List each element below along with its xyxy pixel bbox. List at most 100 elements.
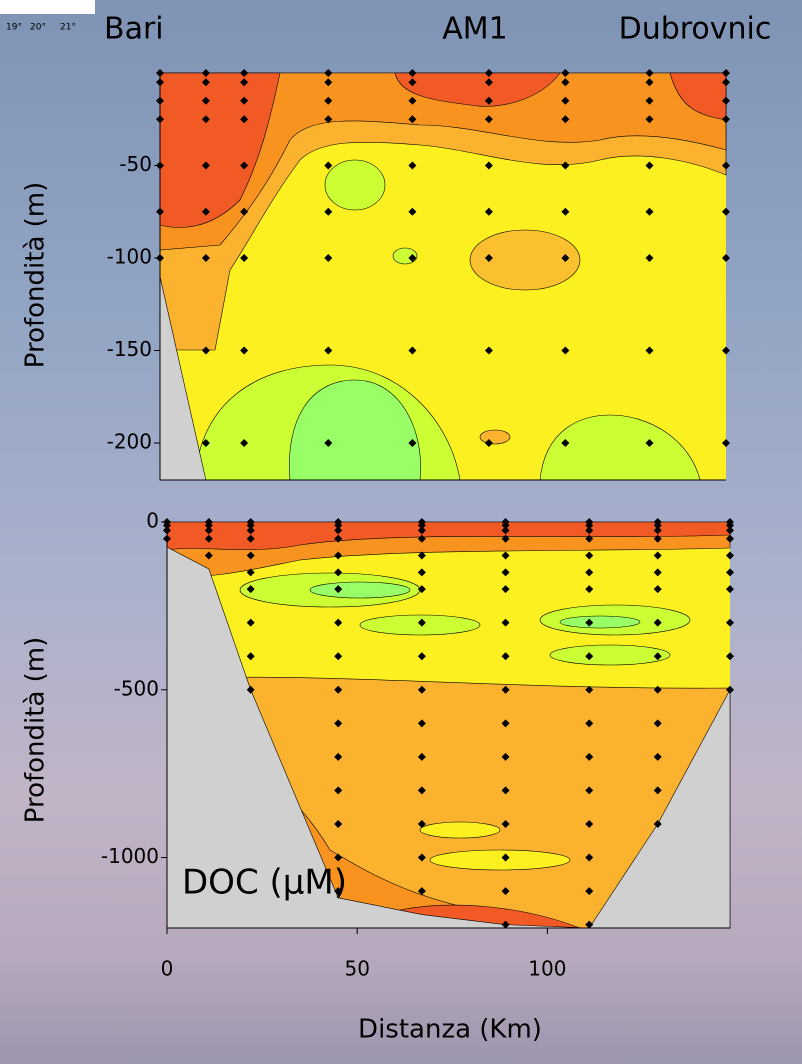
sample-point — [585, 526, 594, 535]
sample-point — [501, 786, 510, 795]
sample-point — [204, 526, 213, 535]
sample-point — [501, 585, 510, 594]
sample-point — [561, 439, 570, 447]
sample-point — [653, 534, 662, 543]
sample-point — [484, 96, 493, 105]
sample-point — [501, 618, 510, 627]
sample-point — [561, 254, 570, 262]
sample-point — [653, 551, 662, 560]
sample-point — [726, 685, 734, 694]
sample-point — [324, 254, 333, 262]
sample-point — [334, 819, 343, 828]
sample-point — [585, 534, 594, 543]
sample-point — [417, 585, 426, 594]
sample-point — [645, 69, 654, 77]
sample-point — [726, 652, 734, 661]
y-tick-label: 0 — [146, 509, 159, 533]
sample-point — [417, 719, 426, 728]
sample-point — [645, 254, 654, 262]
sample-point — [408, 96, 417, 105]
sample-point — [726, 526, 734, 535]
sample-point — [585, 685, 594, 694]
contour-fill — [469, 229, 581, 291]
sample-point — [204, 551, 213, 560]
sample-point — [417, 521, 426, 530]
contour-fill — [479, 429, 511, 445]
header-left: Bari — [104, 12, 164, 47]
contour-fill — [324, 159, 386, 211]
sample-point — [645, 346, 654, 355]
sample-point — [501, 534, 510, 543]
sample-point — [334, 526, 343, 535]
sample-point — [201, 115, 210, 124]
sample-point — [722, 207, 730, 216]
sample-point — [501, 526, 510, 535]
sample-point — [645, 115, 654, 124]
sample-point — [645, 207, 654, 216]
sample-point — [726, 551, 734, 560]
sample-point — [334, 568, 343, 577]
sample-point — [417, 526, 426, 535]
sample-point — [722, 69, 730, 77]
sample-point — [240, 254, 249, 262]
sample-point — [201, 78, 210, 87]
contour-fill — [559, 615, 641, 629]
sample-point — [561, 207, 570, 216]
x-tick-label: 50 — [344, 957, 369, 981]
sample-point — [501, 551, 510, 560]
sample-point — [408, 439, 417, 447]
sample-point — [726, 568, 734, 577]
sample-point — [240, 78, 249, 87]
sample-point — [653, 521, 662, 530]
sample-point — [408, 346, 417, 355]
contour-fill — [359, 614, 481, 636]
y-axis-label: Profondità (m) — [21, 637, 51, 824]
header-right: Dubrovnic — [619, 12, 772, 47]
sample-point — [417, 819, 426, 828]
sample-point — [324, 161, 333, 170]
contour-fill — [289, 379, 421, 481]
sample-point — [240, 69, 249, 77]
sample-point — [201, 96, 210, 105]
sample-point — [653, 618, 662, 627]
sample-point — [240, 115, 249, 124]
sample-point — [324, 96, 333, 105]
sample-point — [334, 685, 343, 694]
sample-point — [240, 207, 249, 216]
sample-point — [585, 568, 594, 577]
sample-point — [324, 78, 333, 87]
sample-point — [726, 521, 734, 530]
sample-point — [417, 568, 426, 577]
sample-point — [645, 78, 654, 87]
sample-point — [408, 78, 417, 87]
y-tick-label: -100 — [107, 245, 152, 269]
sample-point — [324, 439, 333, 447]
sample-point — [324, 115, 333, 124]
sample-point — [334, 521, 343, 530]
sample-point — [653, 526, 662, 535]
sample-point — [561, 69, 570, 77]
sample-point — [585, 585, 594, 594]
sample-point — [204, 534, 213, 543]
sample-point — [484, 346, 493, 355]
sample-point — [246, 534, 255, 543]
sample-point — [334, 585, 343, 594]
inset-label: 21° — [60, 23, 76, 33]
inset-map: 19° 20° 21° — [0, 0, 95, 33]
sample-point — [585, 752, 594, 761]
sample-point — [240, 439, 249, 447]
sample-point — [501, 887, 510, 896]
sample-point — [417, 551, 426, 560]
x-tick-label: 100 — [528, 957, 566, 981]
sample-point — [417, 618, 426, 627]
contour-fill — [549, 644, 671, 666]
sample-point — [585, 719, 594, 728]
sample-point — [585, 920, 594, 929]
seafloor — [166, 546, 731, 929]
sample-point — [653, 585, 662, 594]
sample-point — [408, 115, 417, 124]
sample-point — [501, 752, 510, 761]
sample-point — [484, 78, 493, 87]
sample-point — [408, 207, 417, 216]
